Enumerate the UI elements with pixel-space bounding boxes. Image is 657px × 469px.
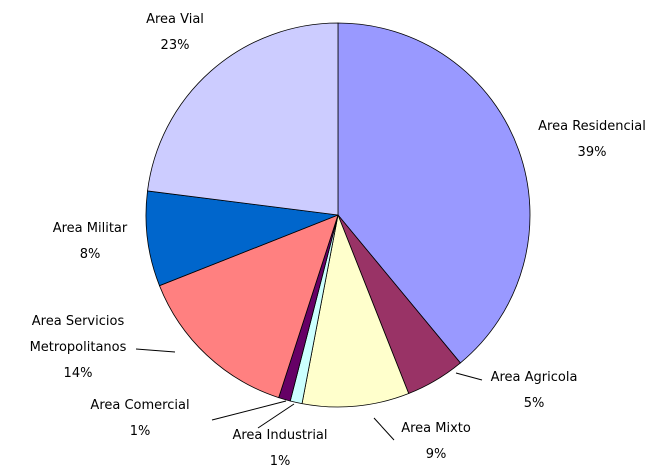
category-label: Area Industrial xyxy=(232,428,328,443)
value-label: 23% xyxy=(160,38,190,53)
category-label: Area Residencial xyxy=(538,119,646,134)
leader-line xyxy=(257,403,295,429)
category-label: Area Vial xyxy=(146,12,204,27)
category-label: Area Mixto xyxy=(401,421,471,436)
slice-label: Area Vial 23% xyxy=(115,7,235,59)
pie-slice xyxy=(158,214,339,399)
slice-label: Area Residencial 39% xyxy=(522,114,657,166)
slice-label: Area Servicios Metropolitanos 14% xyxy=(18,309,138,387)
pie-slice xyxy=(145,190,339,287)
pie-slice xyxy=(337,22,531,364)
slice-label: Area Industrial 1% xyxy=(220,423,340,469)
value-label: 1% xyxy=(269,454,291,469)
value-label: 1% xyxy=(129,424,151,439)
leader-line xyxy=(135,348,176,353)
leader-line xyxy=(211,400,287,421)
slice-label: Area Agricola 5% xyxy=(474,365,594,417)
slice-label: Area Mixto 9% xyxy=(386,416,486,468)
leader-line xyxy=(455,372,483,381)
value-label: 9% xyxy=(425,447,447,462)
slice-label: Area Comercial 1% xyxy=(70,393,210,445)
value-label: 5% xyxy=(523,396,545,411)
pie-slice xyxy=(301,213,410,408)
slice-label: Area Militar 8% xyxy=(30,216,150,268)
category-label: Area Agricola xyxy=(490,370,578,385)
value-label: 39% xyxy=(577,145,607,160)
value-label: 8% xyxy=(79,247,101,262)
category-label: Area Comercial xyxy=(90,398,190,413)
value-label: 14% xyxy=(63,366,93,381)
leader-line xyxy=(373,417,395,441)
category-label: Area Militar xyxy=(52,221,128,236)
pie-slice xyxy=(147,22,339,216)
category-label: Area Servicios Metropolitanos xyxy=(29,314,127,355)
